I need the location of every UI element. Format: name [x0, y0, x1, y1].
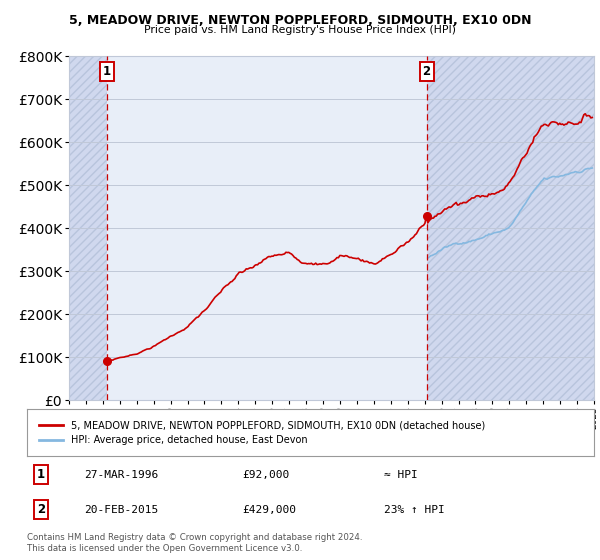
- Text: £92,000: £92,000: [242, 470, 290, 479]
- Text: ≈ HPI: ≈ HPI: [384, 470, 418, 479]
- Text: 1: 1: [103, 64, 111, 78]
- Bar: [427, 56, 594, 400]
- Text: Price paid vs. HM Land Registry's House Price Index (HPI): Price paid vs. HM Land Registry's House …: [144, 25, 456, 35]
- Text: 20-FEB-2015: 20-FEB-2015: [84, 505, 158, 515]
- Legend: 5, MEADOW DRIVE, NEWTON POPPLEFORD, SIDMOUTH, EX10 0DN (detached house), HPI: Av: 5, MEADOW DRIVE, NEWTON POPPLEFORD, SIDM…: [35, 416, 489, 449]
- Text: £429,000: £429,000: [242, 505, 296, 515]
- Text: 27-MAR-1996: 27-MAR-1996: [84, 470, 158, 479]
- Text: 2: 2: [37, 503, 45, 516]
- Bar: [69, 56, 107, 400]
- Text: 5, MEADOW DRIVE, NEWTON POPPLEFORD, SIDMOUTH, EX10 0DN: 5, MEADOW DRIVE, NEWTON POPPLEFORD, SIDM…: [69, 14, 531, 27]
- Text: Contains HM Land Registry data © Crown copyright and database right 2024.
This d: Contains HM Land Registry data © Crown c…: [27, 533, 362, 553]
- Text: 2: 2: [422, 64, 431, 78]
- Text: 23% ↑ HPI: 23% ↑ HPI: [384, 505, 445, 515]
- Text: 1: 1: [37, 468, 45, 481]
